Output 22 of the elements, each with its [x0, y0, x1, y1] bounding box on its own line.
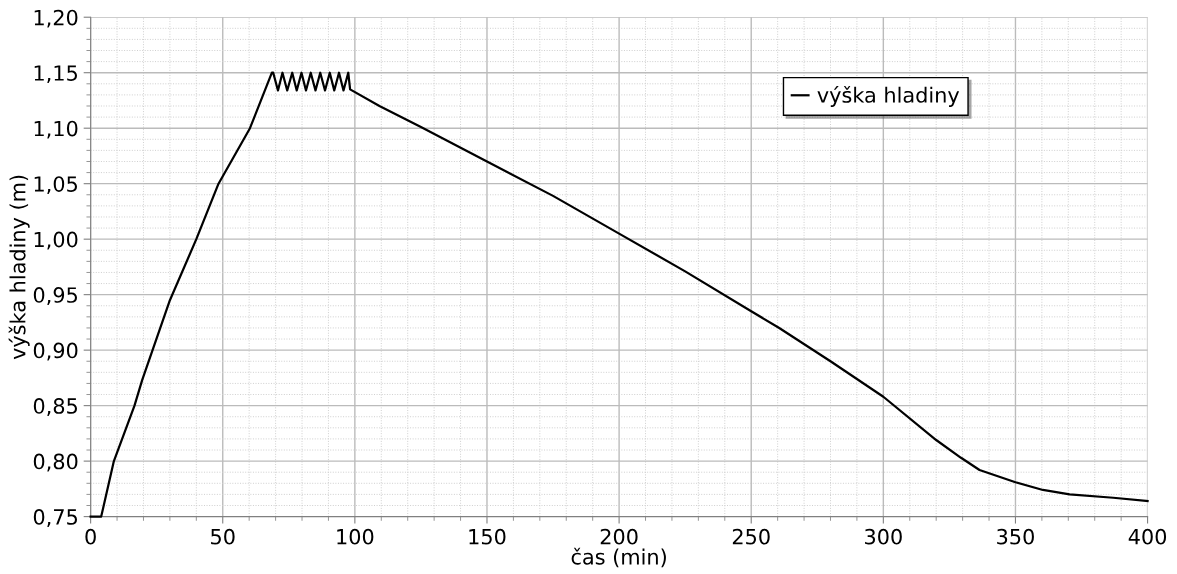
x-tick-label: 400: [1128, 528, 1167, 545]
y-axis-title: výška hladiny (m): [8, 175, 30, 360]
x-tick-label: 300: [865, 528, 902, 545]
x-tick-label: 200: [600, 528, 638, 545]
y-tick-label: 0,75: [33, 509, 77, 527]
y-tick-label: 0,80: [33, 453, 78, 472]
x-tick-label: 250: [732, 528, 770, 545]
x-tick-label: 350: [997, 528, 1034, 545]
legend-label: výška hladiny: [817, 85, 960, 107]
y-tick-label: 0,95: [33, 287, 77, 305]
y-tick-label: 1,20: [34, 9, 78, 28]
y-tick-label: 0,85: [33, 398, 77, 416]
y-tick-label: 1,00: [34, 231, 78, 250]
x-tick-label: 100: [337, 528, 374, 545]
x-tick-label: 50: [211, 528, 235, 545]
x-tick-label: 0: [85, 528, 96, 545]
y-tick-label: 1,05: [34, 176, 77, 195]
y-tick-label: 1,10: [34, 120, 78, 139]
x-tick-label: 150: [469, 528, 506, 545]
y-tick-label: 1,15: [34, 65, 77, 84]
y-tick-label: 0,90: [33, 342, 78, 361]
x-axis-title: čas (min): [571, 547, 666, 568]
